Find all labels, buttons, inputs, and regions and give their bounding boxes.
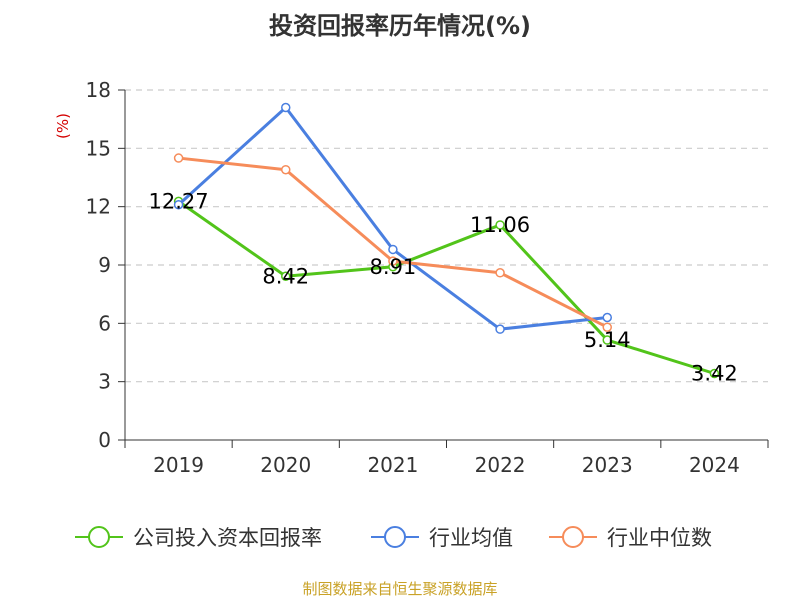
source-note: 制图数据来自恒生聚源数据库 [302,580,498,598]
series-point-3 [602,322,612,332]
series-line-1 [177,200,715,375]
data-label: 3.42 [691,362,738,386]
series-point-1 [281,271,291,282]
y-axis-label: (%) [54,113,72,139]
legend-marker-1 [88,526,110,548]
y-tick-label: 6 [98,311,111,335]
legend-label-3: 行业中位数 [607,526,712,550]
x-tick-label: 2021 [367,453,418,477]
series-point-1 [495,220,505,230]
series-point-3 [173,153,184,163]
series-line-3 [178,156,608,329]
series-point-2 [602,312,612,323]
series-point-2 [388,244,398,255]
y-tick-label: 3 [98,370,111,394]
x-tick-label: 2020 [260,453,311,477]
x-tick-label: 2022 [475,453,526,477]
x-tick-label: 2023 [582,453,633,477]
data-label: 12.27 [149,189,209,213]
chart-title: 投资回报率历年情况(%) [269,12,531,40]
legend-marker-3 [562,526,584,548]
y-tick-label: 15 [86,136,111,160]
data-label: 5.14 [584,328,631,352]
legend-marker-2 [384,526,406,548]
data-labels: 12.27 8.42 8.91 11.06 5.14 3.42 [149,189,738,385]
series-point-3 [388,256,398,266]
series-point-3 [495,268,505,278]
series-point-2 [173,199,184,210]
data-label: 8.91 [370,255,417,279]
data-label: 8.42 [262,264,309,288]
y-tick-label: 0 [98,428,111,452]
axes: 0 3 6 9 12 15 18 2019 2020 2021 2022 2023 2024 [86,78,769,477]
legend: 公司投入资本回报率 行业均值 行业中位数 [75,526,712,550]
x-tick-label: 2024 [689,453,740,477]
data-label: 11.06 [470,213,530,237]
series-point-2 [281,102,291,113]
series [173,102,720,379]
series-point-1 [602,335,612,345]
legend-label-2: 行业均值 [429,526,513,550]
series-point-2 [495,324,505,334]
series-point-3 [281,164,291,175]
legend-label-1: 公司投入资本回报率 [133,526,322,550]
grid-lines [125,89,768,383]
y-tick-label: 18 [86,78,111,102]
y-tick-label: 12 [86,195,111,219]
y-tick-label: 9 [98,253,111,277]
series-point-1 [709,368,720,379]
x-tick-label: 2019 [153,453,204,477]
